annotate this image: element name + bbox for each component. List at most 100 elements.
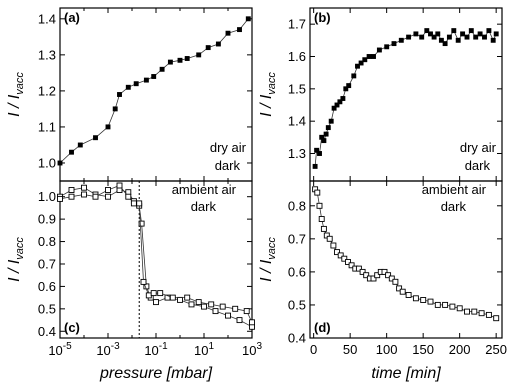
panel-c-annotation: dark xyxy=(191,199,217,214)
panel-c-point xyxy=(68,187,75,193)
panel-c-point xyxy=(195,299,202,306)
panel-d-point xyxy=(399,288,406,295)
panel-a-point xyxy=(205,45,211,51)
panel-a-point xyxy=(117,92,122,97)
panel-d-ytick-label: 0.7 xyxy=(288,231,306,246)
panel-b-ylabel: I / Ivacc xyxy=(258,72,278,117)
panel-c-ytick-label: 0.8 xyxy=(38,234,56,249)
panel-c-point xyxy=(188,301,195,308)
panel-b-point xyxy=(446,34,452,40)
panel-b-point xyxy=(451,28,457,34)
panel-a-frame xyxy=(59,7,253,182)
panel-b-point xyxy=(460,31,466,37)
panel-c: 0.4 0.5 0.6 0.7 0.8 0.9 1.0 10-5 10-3 10-1 101 103 (… xyxy=(38,180,262,382)
panel-c-ytick-label: 0.6 xyxy=(38,279,56,294)
panel-d-frame xyxy=(309,180,503,339)
panel-b-point xyxy=(473,34,479,40)
panel-a-point xyxy=(77,142,83,148)
panel-c-ylabel: I / Ivacc xyxy=(6,237,26,282)
panel-a-ytick-label: 1.4 xyxy=(38,11,56,26)
panel-a-point xyxy=(225,30,231,36)
panel-b-point xyxy=(482,34,487,40)
panel-b-point xyxy=(325,125,331,131)
panel-d-point xyxy=(316,202,323,209)
panel-b-point xyxy=(455,37,461,43)
panel-b-point xyxy=(384,44,390,50)
panel-d-point xyxy=(370,275,377,282)
panel-c-point xyxy=(105,193,111,200)
panel-d-point xyxy=(359,268,366,275)
panel-c-point xyxy=(243,308,250,315)
panel-a-point xyxy=(215,41,221,47)
panel-c-point xyxy=(169,294,176,301)
panel-c-point xyxy=(138,220,145,227)
panel-c-xtick-label: 101 xyxy=(194,341,214,358)
panel-c-point xyxy=(81,184,87,191)
panel-d-xtick-label: 50 xyxy=(343,342,357,357)
panel-b-point xyxy=(314,147,320,153)
panel-d: 0.4 0.5 0.6 0.7 0.8 0 50 100 150 200 250 (d) ambient… xyxy=(288,180,507,382)
panel-d-point xyxy=(456,305,463,312)
panel-c-point xyxy=(236,317,243,324)
panel-c-point xyxy=(232,305,239,312)
panel-a-point xyxy=(184,56,190,61)
panel-a-point xyxy=(143,77,149,83)
panel-c-frame xyxy=(59,180,253,339)
panel-d-point xyxy=(485,311,492,318)
panel-c-point xyxy=(81,191,87,198)
panel-a-ytick-label: 1.0 xyxy=(38,155,56,170)
panel-d-point xyxy=(337,252,344,259)
panel-b-point xyxy=(464,34,470,40)
panel-d-xtick-label: 100 xyxy=(376,342,398,357)
panel-d-xtick-label: 150 xyxy=(412,342,434,357)
panel-c-point xyxy=(219,303,226,310)
panel-c-ytick-label: 1.0 xyxy=(38,189,56,204)
panel-b-point xyxy=(391,41,397,47)
panel-a-point xyxy=(196,52,202,58)
panel-d-point xyxy=(478,310,485,317)
panel-a-point xyxy=(177,57,183,63)
panel-c-point xyxy=(212,308,219,315)
panel-b-point xyxy=(323,131,329,137)
panel-d-point xyxy=(345,259,351,265)
panel-b-point xyxy=(398,37,404,43)
panel-a-ylabel: I / Ivacc xyxy=(6,72,26,117)
panel-a-point xyxy=(237,27,242,33)
panel-c-point xyxy=(130,200,137,207)
panel-d-ytick-label: 0.8 xyxy=(288,198,306,213)
panel-a-point xyxy=(245,16,251,22)
panel-d-xtick-label: 200 xyxy=(449,342,471,357)
panel-d-point xyxy=(355,265,362,272)
panel-d-point xyxy=(334,249,340,256)
panel-a-annotation: dark xyxy=(215,158,241,173)
panel-a-point xyxy=(151,74,157,79)
panel-a-point xyxy=(93,135,98,141)
panel-c-point xyxy=(249,319,255,326)
panel-b-point xyxy=(490,37,496,43)
panel-c-point xyxy=(201,303,207,310)
panel-d-point xyxy=(326,235,333,242)
panel-c-ytick-label: 0.7 xyxy=(38,256,56,271)
panel-b-point xyxy=(337,99,343,105)
panel-b-point xyxy=(346,83,352,89)
panel-c-point xyxy=(225,312,231,319)
panel-b-point xyxy=(424,28,430,34)
panel-b-ytick-label: 1.3 xyxy=(288,146,306,161)
panel-b-point xyxy=(351,73,357,79)
panel-d-point xyxy=(449,303,456,310)
panel-b-point xyxy=(442,41,448,47)
panel-a-point xyxy=(125,84,131,90)
panel-c-point xyxy=(140,278,147,285)
panel-b-point xyxy=(343,86,349,92)
panel-d-label: (d) xyxy=(314,320,331,335)
panel-b-ytick-label: 1.4 xyxy=(288,114,306,129)
panel-d-ytick-label: 0.5 xyxy=(288,297,306,312)
panel-c-point xyxy=(68,193,75,200)
panel-d-point xyxy=(442,301,449,308)
panel-c-point xyxy=(116,182,123,189)
panel-b-ytick-label: 1.7 xyxy=(288,17,306,32)
panel-a-point xyxy=(112,106,118,112)
panel-d-point xyxy=(493,315,500,322)
panel-c-point xyxy=(157,290,164,297)
panel-d-point xyxy=(405,292,412,298)
